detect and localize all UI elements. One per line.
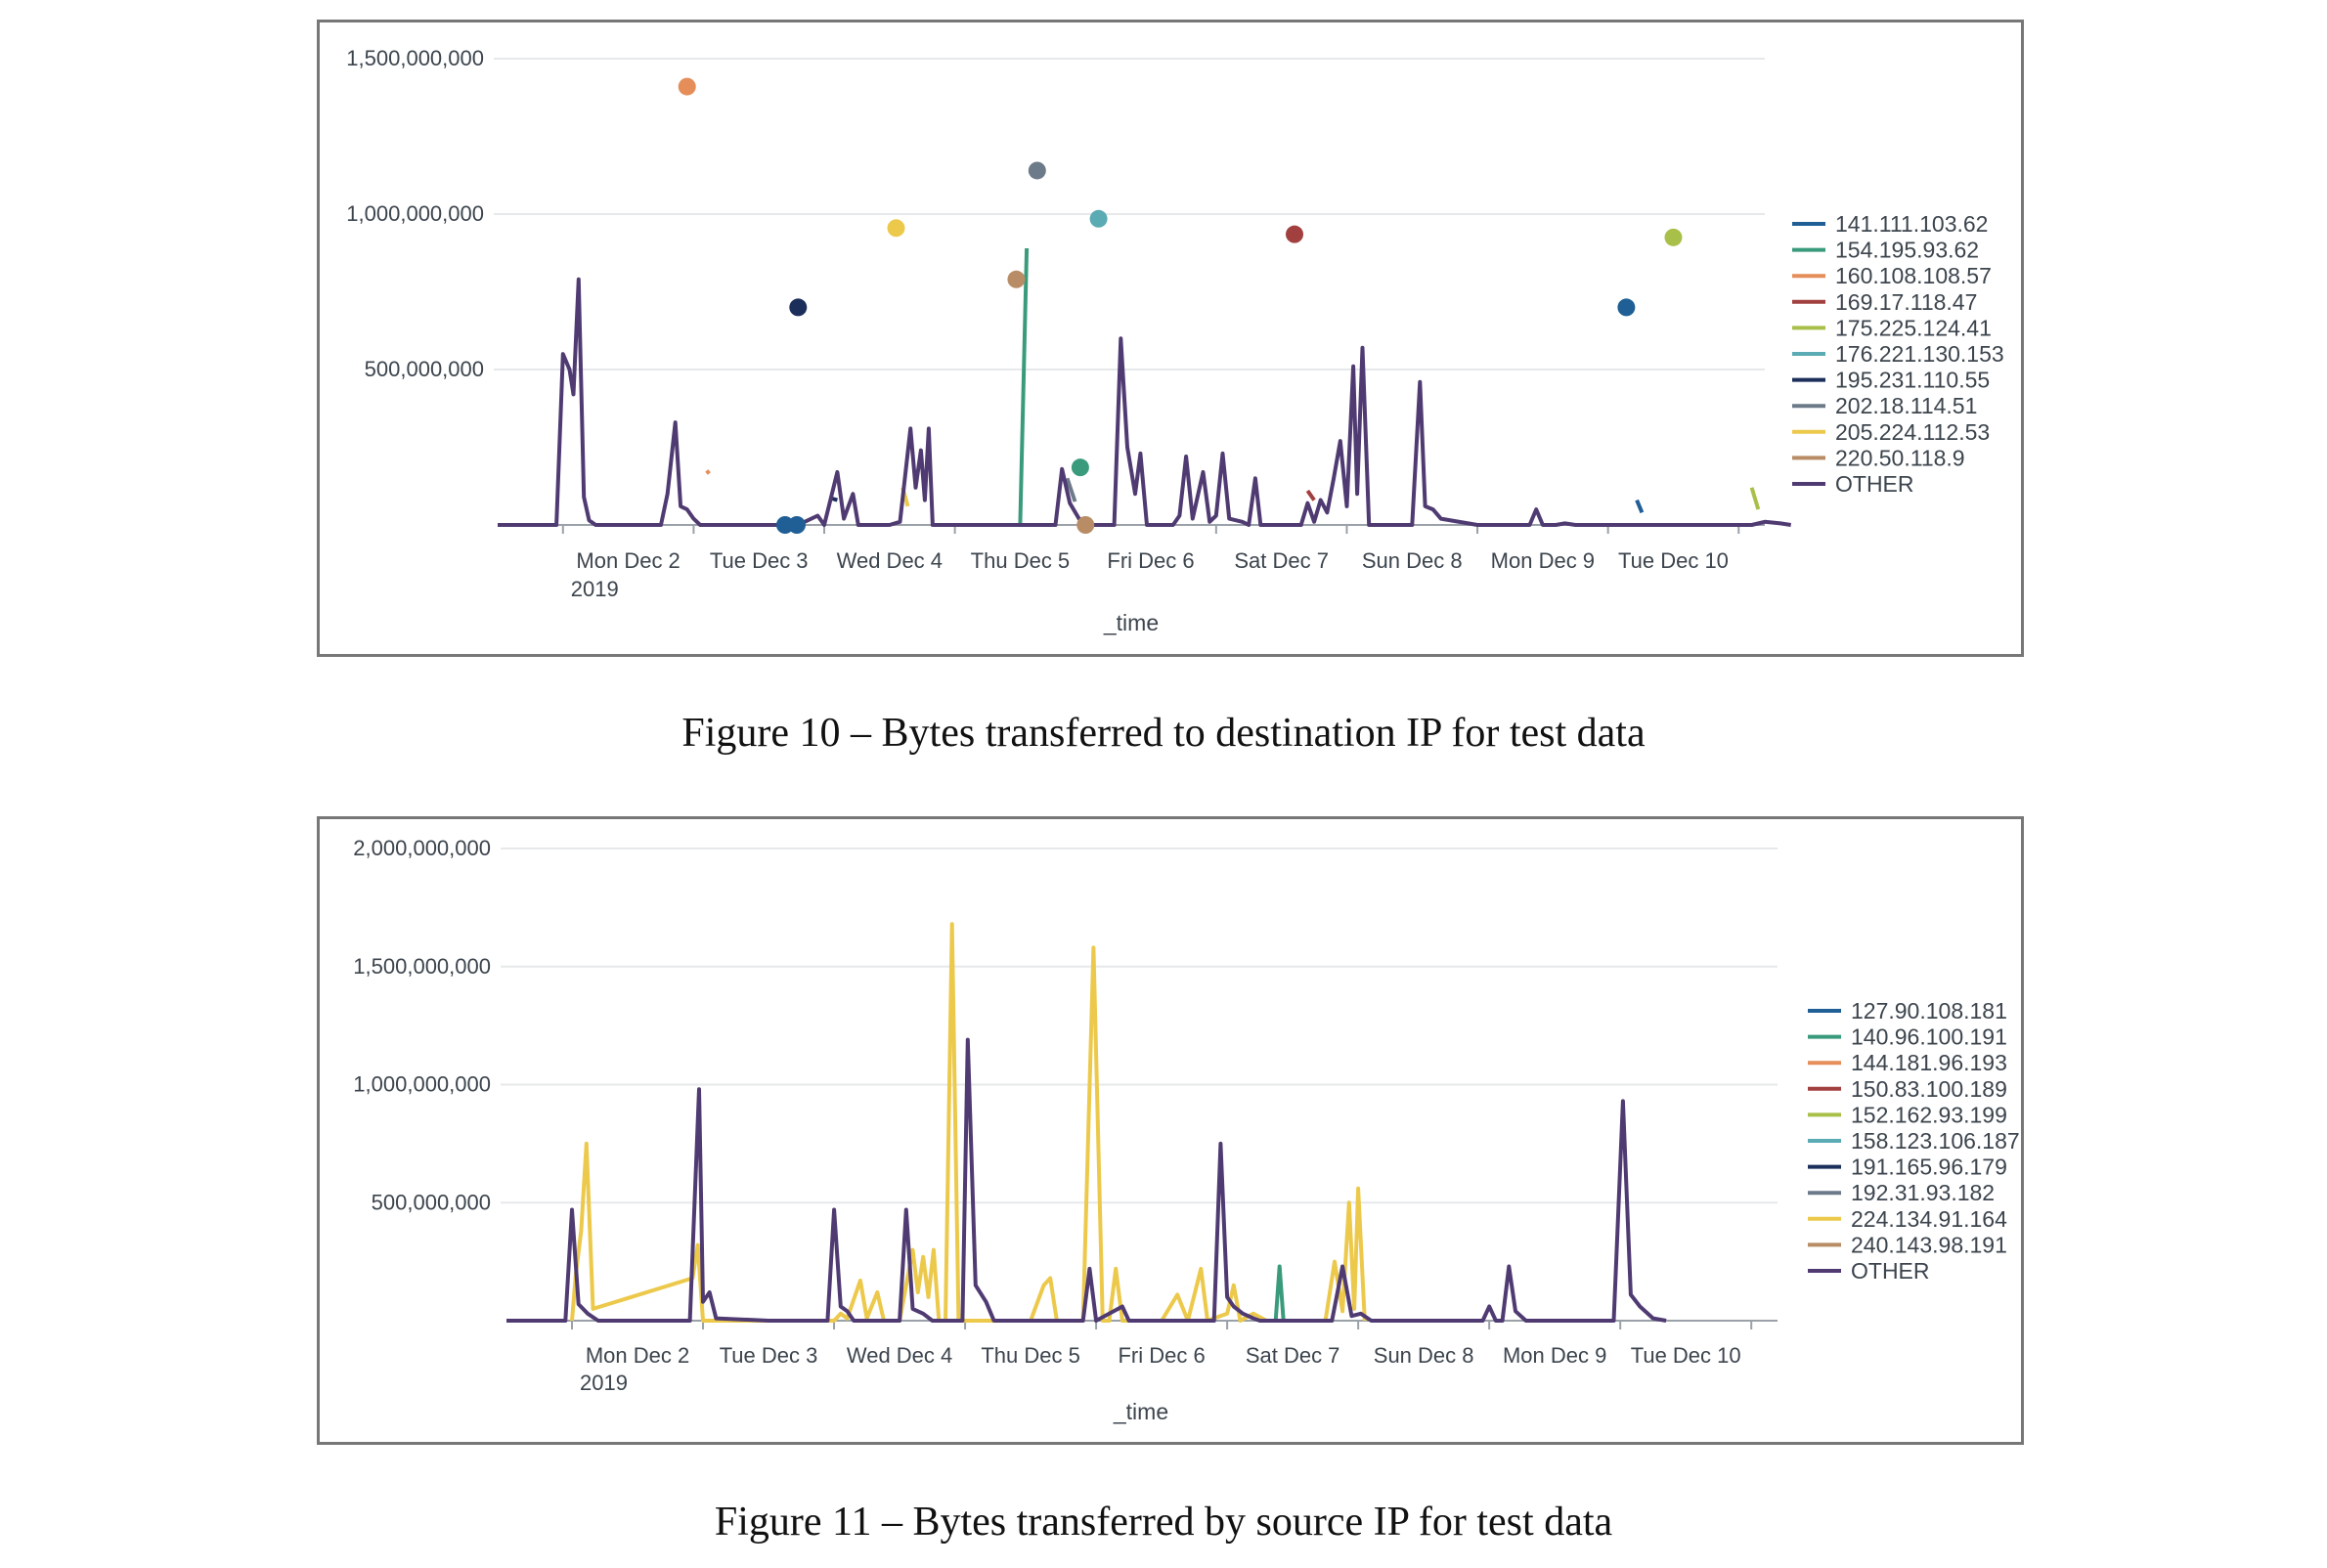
series-line-169.17.118.47 bbox=[1305, 489, 1316, 501]
series-point-176.221.130.153 bbox=[1089, 209, 1108, 228]
x-tick-label: Thu Dec 5 bbox=[981, 1343, 1080, 1368]
x-tick-label: Mon Dec 2 bbox=[586, 1343, 689, 1368]
series-line-195.231.110.55 bbox=[831, 497, 838, 502]
legend-label: 220.50.118.9 bbox=[1835, 445, 1965, 470]
series-point-205.224.112.53 bbox=[887, 219, 905, 238]
legend-label: OTHER bbox=[1851, 1258, 1930, 1284]
legend-label: 144.181.96.193 bbox=[1851, 1050, 2007, 1075]
series-line-OTHER bbox=[506, 1037, 1667, 1323]
legend-label: 202.18.114.51 bbox=[1835, 393, 1977, 418]
legend-label: 158.123.106.187 bbox=[1851, 1128, 2020, 1154]
x-tick-label: Sat Dec 7 bbox=[1246, 1343, 1340, 1368]
legend-label: 192.31.93.182 bbox=[1851, 1180, 1995, 1205]
series-point-195.231.110.55 bbox=[789, 298, 808, 317]
y-tick-label: 1,000,000,000 bbox=[353, 1072, 491, 1097]
legend-label: 150.83.100.189 bbox=[1851, 1076, 2007, 1102]
legend-label: 176.221.130.153 bbox=[1835, 341, 2004, 367]
legend-label: 205.224.112.53 bbox=[1835, 419, 1990, 445]
legend-label: 141.111.103.62 bbox=[1835, 211, 1988, 237]
x-tick-label: Tue Dec 3 bbox=[710, 548, 809, 573]
legend-label: 191.165.96.179 bbox=[1851, 1154, 2007, 1180]
series-line-160.108.108.57 bbox=[705, 469, 711, 475]
x-tick-label: Wed Dec 4 bbox=[837, 548, 943, 573]
x-tick-label: Mon Dec 9 bbox=[1503, 1343, 1606, 1368]
figure-11-svg: 500,000,000 1,000,000,000 1,500,000,000 2,0… bbox=[353, 836, 2020, 1424]
series-point-141.111.103.62 bbox=[1617, 298, 1636, 317]
x-tick-label: Fri Dec 6 bbox=[1118, 1343, 1205, 1368]
series-line-202.18.114.51 bbox=[1065, 477, 1077, 502]
series-point-220.50.118.9 bbox=[1076, 516, 1095, 534]
y-tick-label: 500,000,000 bbox=[372, 1190, 491, 1214]
series-point-160.108.108.57 bbox=[678, 77, 696, 96]
series-point-169.17.118.47 bbox=[1286, 225, 1304, 243]
series-line-154.195.93.62 bbox=[1018, 247, 1030, 526]
x-tick-label: Sat Dec 7 bbox=[1234, 548, 1329, 573]
series-point-175.225.124.41 bbox=[1664, 228, 1683, 246]
legend-label: 224.134.91.164 bbox=[1851, 1206, 2007, 1232]
figure-11-caption: Figure 11 – Bytes transferred by source … bbox=[714, 1500, 1613, 1545]
y-tick-label: 1,500,000,000 bbox=[353, 954, 491, 979]
figure-10-chart: 500,000,000 1,000,000,000 1,500,000,000 Mon… bbox=[317, 20, 2024, 657]
x-tick-label: Tue Dec 10 bbox=[1618, 548, 1729, 573]
y-tick-label: 2,000,000,000 bbox=[353, 836, 491, 860]
legend-label: 140.96.100.191 bbox=[1851, 1024, 2007, 1050]
figure-11-chart: 500,000,000 1,000,000,000 1,500,000,000 2,0… bbox=[317, 816, 2024, 1445]
x-axis-title: _time bbox=[1103, 610, 1159, 635]
x-year-label: 2019 bbox=[580, 1371, 628, 1395]
legend-label: OTHER bbox=[1835, 471, 1914, 497]
y-tick-label: 500,000,000 bbox=[365, 357, 484, 381]
legend-label: 240.143.98.191 bbox=[1851, 1232, 2007, 1257]
x-tick-label: Thu Dec 5 bbox=[971, 548, 1071, 573]
figure-10-svg: 500,000,000 1,000,000,000 1,500,000,000 Mon… bbox=[346, 46, 2004, 635]
x-tick-label: Mon Dec 9 bbox=[1491, 548, 1595, 573]
series-point-202.18.114.51 bbox=[1028, 161, 1046, 180]
legend-label: 175.225.124.41 bbox=[1835, 315, 1992, 340]
x-tick-label: Fri Dec 6 bbox=[1107, 548, 1194, 573]
figure-10-caption: Figure 10 – Bytes transferred to destina… bbox=[681, 711, 1646, 756]
legend-label: 152.162.93.199 bbox=[1851, 1102, 2007, 1127]
legend-label: 169.17.118.47 bbox=[1835, 289, 1977, 315]
series-point-141.111.103.62 bbox=[787, 516, 806, 534]
x-tick-label: Mon Dec 2 bbox=[576, 548, 680, 573]
series-line-OTHER bbox=[498, 277, 1791, 527]
series-point-154.195.93.62 bbox=[1071, 458, 1089, 477]
x-year-label: 2019 bbox=[571, 577, 619, 601]
legend-label: 160.108.108.57 bbox=[1835, 263, 1992, 288]
legend-label: 154.195.93.62 bbox=[1835, 238, 1979, 263]
x-tick-label: Tue Dec 10 bbox=[1631, 1343, 1741, 1368]
series-line-140.96.100.191 bbox=[1273, 1264, 1286, 1322]
x-tick-label: Sun Dec 8 bbox=[1374, 1343, 1474, 1368]
x-tick-label: Wed Dec 4 bbox=[847, 1343, 952, 1368]
x-axis-title: _time bbox=[1113, 1399, 1168, 1424]
series-line-141.111.103.62 bbox=[1635, 499, 1645, 514]
legend-label: 127.90.108.181 bbox=[1851, 998, 2007, 1024]
y-tick-label: 1,000,000,000 bbox=[346, 201, 484, 226]
x-tick-label: Sun Dec 8 bbox=[1362, 548, 1463, 573]
y-tick-label: 1,500,000,000 bbox=[346, 46, 484, 70]
series-point-220.50.118.9 bbox=[1007, 270, 1026, 288]
series-line-175.225.124.41 bbox=[1749, 487, 1761, 510]
legend-label: 195.231.110.55 bbox=[1835, 368, 1990, 393]
series-line-224.134.91.164 bbox=[570, 922, 1367, 1323]
x-tick-label: Tue Dec 3 bbox=[720, 1343, 818, 1368]
